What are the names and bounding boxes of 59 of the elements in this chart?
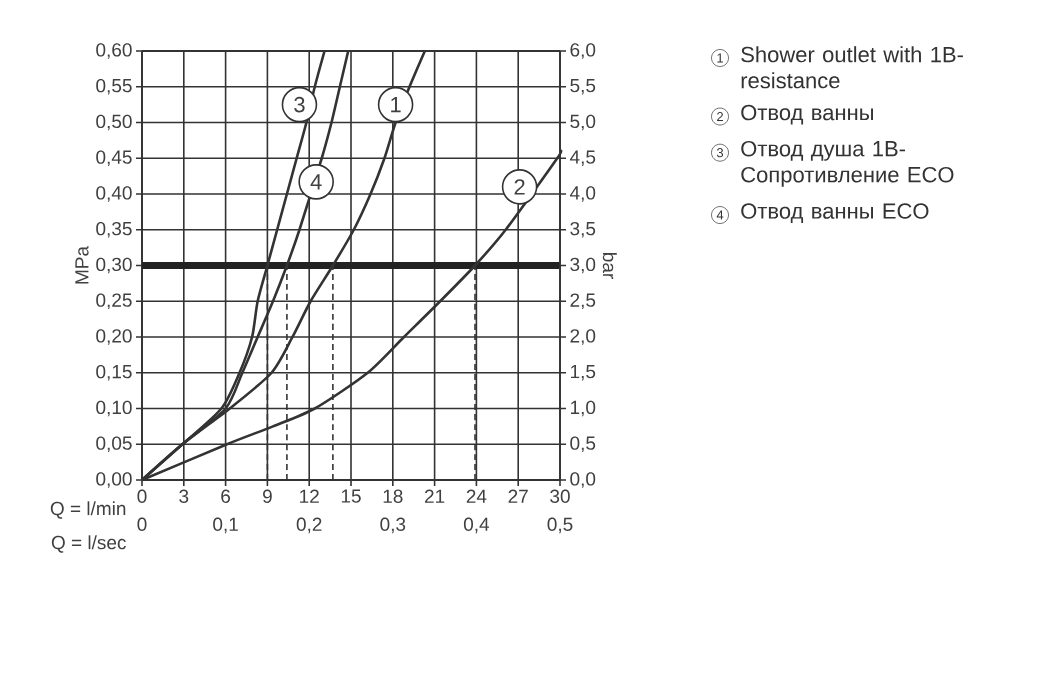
y-tick-label: 0,10 [96,400,132,417]
x2-tick-label: 0,2 [296,517,322,534]
x-tick-label: 30 [550,489,570,503]
x-tick-label: 3 [179,489,189,503]
y-tick-label: 0,60 [96,43,132,59]
text: 3 [716,148,724,158]
x2-tick-label: 0,5 [547,517,573,534]
text: 2 [717,112,723,122]
y-axis-title: MPa [75,245,89,284]
y-tick-label: 0,00 [96,472,132,488]
annotation: 3 [294,96,305,113]
y2-tick-label: 4,5 [569,150,596,166]
y2-tick-label: 2,5 [570,293,596,310]
y-tick-label: 0,25 [96,293,132,310]
y2-tick-label: 0,0 [570,472,596,488]
y-tick-label: 0,05 [96,436,132,453]
y2-tick-label: 1,0 [570,400,596,417]
annotation: 1 [391,97,401,113]
x-tick-label: 27 [508,489,528,503]
y2-tick-label: 5,0 [570,114,596,131]
y2-tick-label: 1,5 [570,365,596,381]
legend-label: Shower outlet with 1B-resistance [741,46,963,89]
x-tick-label: 15 [341,489,361,503]
x2-tick-label: 0 [137,517,147,531]
legend-label: Отвод ванны [741,104,873,125]
y2-tick-label: 0,5 [570,436,596,453]
x-tick-label: 0 [137,489,147,503]
y-tick-label: 0,35 [96,221,132,238]
y-tick-label: 0,55 [96,78,132,95]
y-tick-label: 0,40 [96,186,132,202]
text: 1 [717,53,723,63]
legend-label: Отвод ванны ECO [741,203,929,223]
y2-tick-label: 3,5 [570,221,596,238]
y-tick-label: 0,15 [96,364,132,381]
annotation: 4 [310,174,322,190]
y2-tick-label: 4,0 [569,186,596,202]
y2-tick-label: 2,0 [570,329,596,345]
x2-tick-label: 0,4 [463,517,490,534]
y2-axis-title: bar [602,252,617,279]
x-tick-label: 6 [221,489,231,503]
annotation: 2 [514,179,525,195]
x2-tick-label: 0,3 [380,517,406,534]
x-tick-label: 21 [424,489,445,503]
x-tick-label: 18 [383,489,403,503]
y-tick-label: 0,20 [96,329,132,345]
text: 4 [716,210,724,220]
y2-tick-label: 6,0 [570,43,596,59]
y-tick-label: 0,50 [96,114,132,131]
y2-tick-label: 3,0 [570,257,596,274]
y2-tick-label: 5,5 [570,79,596,95]
x-tick-label: 9 [263,489,272,503]
x2-axis-title: Q = l/sec [51,535,126,553]
x-tick-label: 12 [300,489,319,503]
x-tick-label: 24 [466,489,487,503]
x-axis-title: Q = l/min [50,501,126,519]
y-tick-label: 0,30 [96,257,132,274]
x2-tick-label: 0,1 [213,517,238,534]
y-tick-label: 0,45 [96,150,132,167]
legend-label: Отвод душа 1B-Сопротивление ECO [741,140,954,187]
